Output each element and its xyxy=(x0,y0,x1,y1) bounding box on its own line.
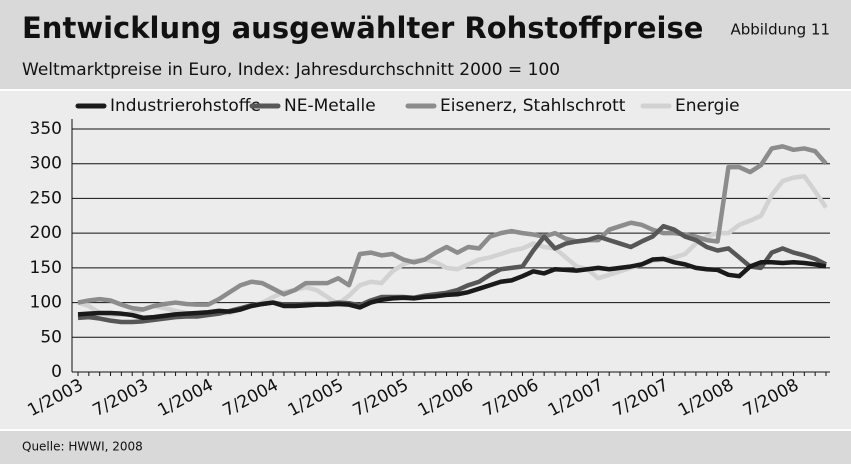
chart-title: Entwicklung ausgewählter Rohstoffpreise xyxy=(22,11,703,45)
y-tick-label: 200 xyxy=(30,223,62,243)
legend-label: Industrierohstoffe xyxy=(110,96,261,116)
source: Quelle: HWWI, 2008 xyxy=(22,440,143,454)
chart-subtitle: Weltmarktpreise in Euro, Index: Jahresdu… xyxy=(22,60,560,80)
y-tick-label: 300 xyxy=(30,154,62,174)
legend-label: NE-Metalle xyxy=(284,96,376,116)
header-bg xyxy=(0,0,851,90)
y-tick-label: 150 xyxy=(30,258,62,278)
y-tick-label: 100 xyxy=(30,293,62,313)
legend-label: Energie xyxy=(675,96,740,116)
series-line xyxy=(77,256,827,321)
footer-bg xyxy=(0,430,851,464)
figure-label: Abbildung 11 xyxy=(730,21,830,39)
series-line xyxy=(77,223,828,325)
y-tick-label: 350 xyxy=(30,119,62,139)
legend-label: Eisenerz, Stahlschrott xyxy=(440,96,626,116)
y-tick-label: 0 xyxy=(51,362,62,382)
y-tick-label: 50 xyxy=(40,327,62,347)
series-line xyxy=(77,144,828,312)
y-tick-label: 250 xyxy=(30,188,62,208)
